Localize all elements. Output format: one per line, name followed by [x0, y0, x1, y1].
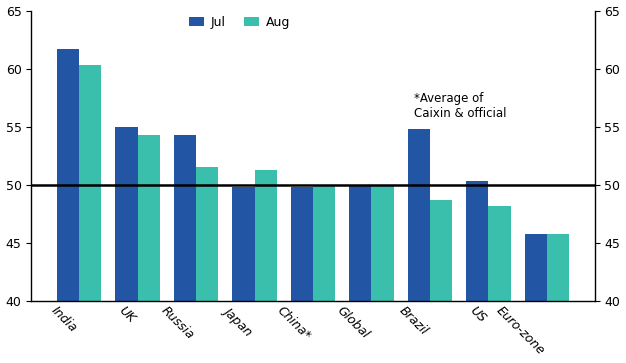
- Bar: [547, 234, 569, 301]
- Bar: [174, 135, 196, 301]
- Bar: [115, 127, 138, 301]
- Bar: [232, 187, 255, 301]
- Bar: [466, 182, 488, 301]
- Bar: [371, 185, 394, 301]
- Bar: [196, 167, 218, 301]
- Bar: [488, 206, 511, 301]
- Text: *Average of
Caixin & official: *Average of Caixin & official: [414, 92, 507, 120]
- Bar: [313, 186, 335, 301]
- Bar: [525, 234, 547, 301]
- Bar: [57, 49, 79, 301]
- Legend: Jul, Aug: Jul, Aug: [185, 11, 295, 34]
- Bar: [291, 187, 313, 301]
- Bar: [430, 200, 452, 301]
- Bar: [79, 65, 101, 301]
- Bar: [349, 185, 371, 301]
- Bar: [255, 170, 277, 301]
- Bar: [408, 129, 430, 301]
- Bar: [138, 135, 160, 301]
